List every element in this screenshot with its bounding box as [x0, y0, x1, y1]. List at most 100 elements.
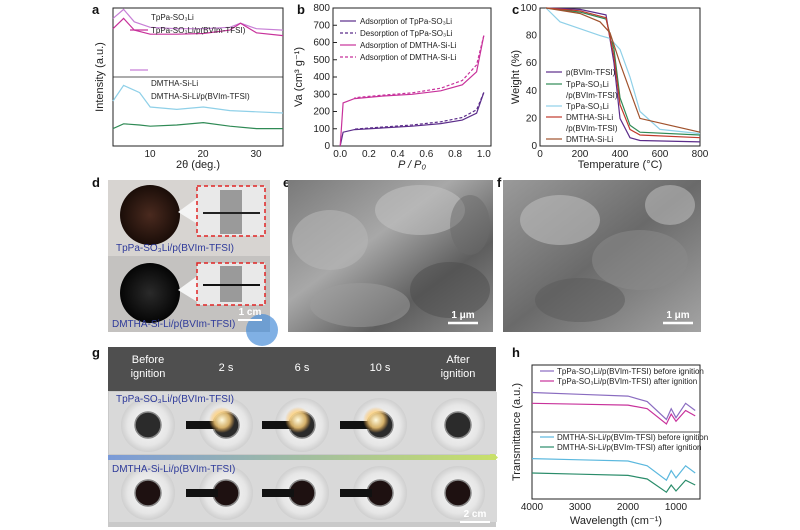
panel-a-xtick-1: 10: [144, 149, 156, 160]
lighter-top-3: [340, 421, 372, 429]
c-ytick-2: 40: [526, 86, 538, 97]
legend-c-4: TpPa-SO₃Li: [566, 102, 609, 111]
panel-e-scale-label: 1 μm: [451, 310, 474, 321]
sample-top-0: [134, 411, 162, 439]
legend-b-4: Adsorption of DMTHA-Si-Li: [360, 53, 457, 62]
legend-c-2: TpPa-SO₃Li: [566, 80, 609, 89]
panel-b-yticks: 0 100 200 300 400 500 600 700 800: [313, 3, 337, 152]
panel-c-yticks: 0 20 40 60 80 100: [520, 3, 537, 152]
sample-bot-0: [134, 479, 162, 507]
col-before-1: Before: [132, 354, 164, 366]
pxrd-series-4: [112, 121, 283, 130]
legend-a-4: DMTHA-Si-Li/p(BVIm-TFSI): [151, 92, 250, 101]
panel-h-xtick-3: 2000: [617, 502, 640, 513]
c-ytick-0: 0: [531, 141, 537, 152]
sem-f-blob-2: [592, 230, 688, 290]
sem-f-blob-1: [520, 195, 600, 245]
b-ytick-4: 400: [313, 72, 330, 83]
panel-a-xlabel: 2θ (deg.): [176, 159, 220, 171]
b-xtick-0: 0.0: [333, 149, 347, 160]
b-xtick-1: 0.2: [362, 149, 376, 160]
panel-g-scale-label: 2 cm: [464, 509, 487, 520]
c-xtick-4: 800: [692, 149, 709, 160]
legend-c-7: DMTHA-Si-Li: [566, 135, 613, 144]
legend-h-3: DMTHA-Si-Li/p(BVIm-TFSI) before ignition: [557, 433, 708, 442]
panel-c-plot: [545, 7, 701, 143]
b-xtick-5: 1.0: [477, 149, 491, 160]
panel-d-caption-bottom: DMTHA-Si-Li/p(BVIm-TFSI): [112, 319, 235, 330]
panel-a-plot: [112, 8, 284, 130]
b-xtick-2: 0.4: [391, 149, 405, 160]
panel-c-frame: [539, 7, 701, 147]
tga-series-5: [545, 7, 701, 133]
b-ytick-2: 200: [313, 107, 330, 118]
panel-h: h TpPa-SO₃Li/p(BVIm-TFSI) before ignitio…: [511, 345, 708, 527]
b-ytick-3: 300: [313, 89, 330, 100]
lighter-bot-1: [186, 489, 218, 497]
b-xtick-4: 0.8: [448, 149, 462, 160]
disc-brown: [120, 185, 180, 245]
panel-h-ylabel: Transmittance (a.u.): [511, 383, 523, 481]
c-ytick-1: 20: [526, 113, 538, 124]
row-bottom-caption: DMTHA-Si-Li/p(BVIm-TFSI): [112, 464, 235, 475]
c-ytick-4: 80: [526, 31, 538, 42]
panel-c-label: c: [512, 2, 519, 17]
pxrd-series-1: [112, 8, 284, 31]
pxrd-series-3: [112, 84, 284, 114]
flame-3: [363, 407, 389, 433]
ftir-series-3: [531, 458, 696, 482]
panel-h-xtick-4: 1000: [665, 502, 688, 513]
panel-d-scale-label: 1 cm: [239, 307, 262, 318]
panel-b-label: b: [297, 2, 305, 17]
panel-f-scale-label: 1 μm: [666, 310, 689, 321]
b-xtick-3: 0.6: [419, 149, 433, 160]
ftir-series-4: [531, 472, 696, 494]
sem-e-blob-4: [310, 283, 410, 327]
panel-a: a TpPa-SO₃Li TpPa-SO₃Li/p(BVIm-TFSI) DMT…: [92, 2, 284, 171]
panel-b-plot: [339, 35, 485, 147]
lighter-top-1: [186, 421, 218, 429]
legend-c-6: /p(BVIm-TFSI): [566, 124, 618, 133]
panel-b-ylabel: Va (cm³ g⁻¹): [293, 47, 305, 107]
legend-h-2: TpPa-SO₃Li/p(BVIm-TFSI) after ignition: [557, 377, 697, 386]
legend-a-2: TpPa-SO₃Li/p(BVIm-TFSI): [151, 26, 246, 35]
panel-g-timeline: [108, 455, 496, 460]
panel-h-label: h: [512, 345, 520, 360]
sample-bot-4: [444, 479, 472, 507]
legend-c-3: /p(BVIm-TFSI): [566, 91, 618, 100]
legend-c-1: p(BVIm-TFSI): [566, 68, 616, 77]
panel-f-label: f: [497, 175, 502, 190]
b-ytick-8: 800: [313, 3, 330, 14]
ftir-series-1: [531, 391, 696, 421]
b-ytick-0: 0: [324, 141, 330, 152]
b-ytick-6: 600: [313, 38, 330, 49]
panel-d: d TpPa-SO₃Li/p(BVIm-TFSI) DMTHA-Si-Li/p(…: [92, 175, 278, 346]
tga-series-1: [545, 7, 701, 143]
panel-a-xtick-2: 20: [197, 149, 209, 160]
col-before-2: ignition: [131, 368, 166, 380]
panel-f: f 1 μm: [497, 175, 701, 332]
col-after-1: After: [446, 354, 470, 366]
b-ytick-1: 100: [313, 124, 330, 135]
bet-series-2: [354, 92, 485, 130]
legend-b-3: Adsorption of DMTHA-Si-Li: [360, 41, 457, 50]
panel-g-header: [108, 347, 496, 391]
tga-series-2: [545, 7, 701, 136]
lighter-top-2: [262, 421, 294, 429]
tga-series-4: [545, 7, 701, 139]
flame-2: [285, 407, 311, 433]
legend-h-1: TpPa-SO₃Li/p(BVIm-TFSI) before ignition: [557, 367, 704, 376]
panel-g: g Before ignition 2 s 6 s 10 s After ign…: [92, 345, 498, 527]
c-xtick-2: 400: [612, 149, 629, 160]
bet-series-4: [354, 35, 485, 99]
c-xtick-0: 0: [537, 149, 543, 160]
lighter-bot-2: [262, 489, 294, 497]
panel-a-ylabel: Intensity (a.u.): [94, 42, 106, 112]
panel-h-xlabel: Wavelength (cm⁻¹): [570, 515, 662, 527]
panel-d-label: d: [92, 175, 100, 190]
panel-c-xlabel: Temperature (°C): [578, 159, 662, 171]
panel-h-xtick-2: 3000: [569, 502, 592, 513]
sem-e-blob-3: [410, 262, 490, 318]
bet-series-3: [339, 35, 485, 147]
panel-g-cells: [109, 392, 497, 522]
